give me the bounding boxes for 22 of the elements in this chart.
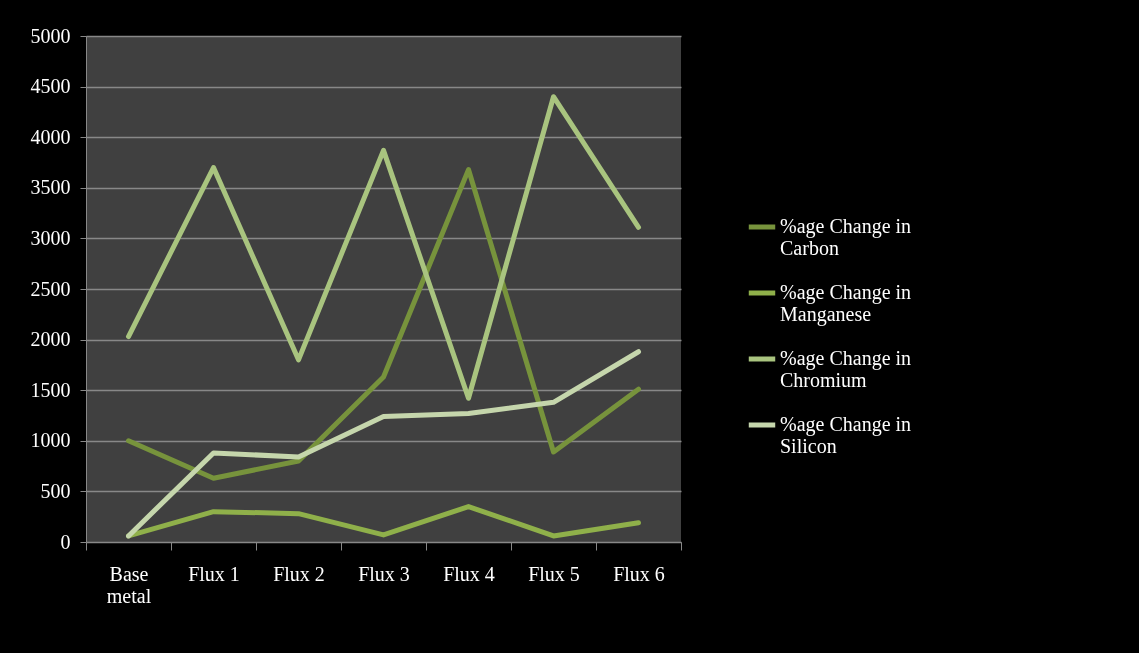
x-tick-label: Base metal: [106, 562, 152, 607]
y-tick-label: 4000: [30, 125, 71, 148]
y-tick-label: 4500: [30, 75, 71, 98]
x-tick-label: Flux 1: [188, 562, 240, 585]
x-tick-label: Flux 3: [358, 562, 410, 585]
legend-label: %age Change in Manganese: [780, 281, 912, 326]
y-tick-label: 3000: [30, 226, 71, 249]
x-tick-label: Flux 5: [528, 562, 580, 585]
x-tick-label: Flux 2: [273, 562, 325, 585]
y-tick-label: 2500: [30, 277, 71, 300]
x-tick-label: Flux 4: [443, 562, 495, 585]
legend-label: %age Change in Chromium: [780, 347, 912, 391]
legend-label: %age Change in Silicon: [780, 413, 912, 457]
y-tick-label: 5000: [30, 24, 71, 47]
x-tick-label: Flux 6: [613, 562, 665, 585]
y-tick-label: 0: [60, 530, 71, 553]
y-tick-label: 2000: [30, 328, 71, 351]
y-tick-label: 500: [40, 479, 71, 502]
legend-label: %age Change in Carbon: [780, 215, 912, 259]
y-tick-label: 3500: [30, 176, 71, 199]
y-tick-label: 1000: [30, 429, 71, 452]
y-tick-label: 1500: [30, 378, 71, 401]
